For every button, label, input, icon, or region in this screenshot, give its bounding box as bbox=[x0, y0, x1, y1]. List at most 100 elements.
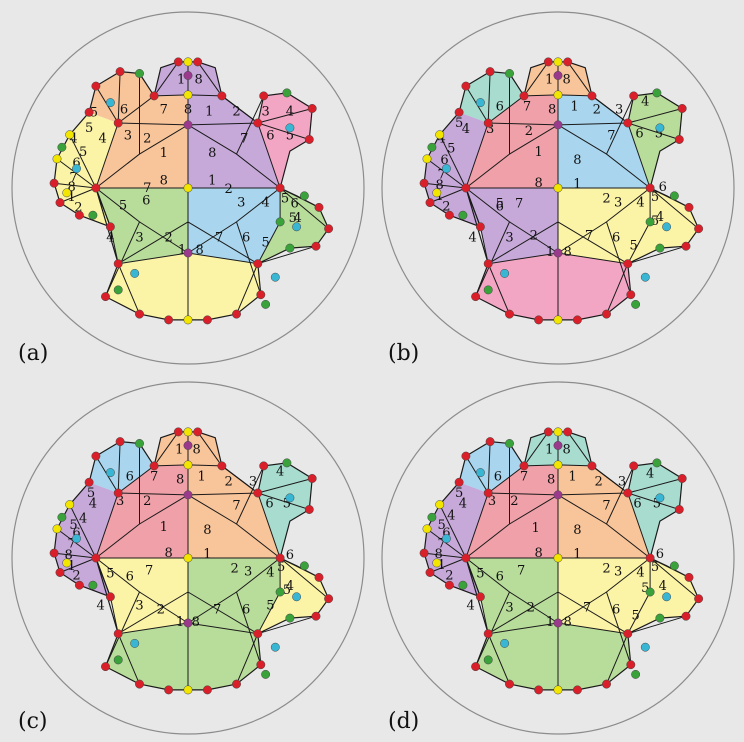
cell-label: 8 bbox=[195, 243, 203, 258]
cell-label: 2 bbox=[230, 562, 238, 577]
cell-label: 3 bbox=[135, 231, 143, 246]
edge-23 bbox=[649, 187, 699, 230]
vertex-yellow bbox=[553, 315, 563, 325]
cell-label: 5 bbox=[261, 235, 269, 250]
cell-label: 8 bbox=[436, 178, 444, 193]
region-3 bbox=[188, 558, 281, 634]
cell-label: 6 bbox=[242, 231, 250, 246]
vertex-red bbox=[91, 553, 101, 563]
vertex-red bbox=[115, 437, 125, 447]
vertex-green bbox=[645, 587, 655, 597]
cell-label: 6 bbox=[291, 197, 299, 212]
vertex-yellow bbox=[553, 685, 563, 695]
cell-label: 8 bbox=[534, 176, 542, 191]
cell-label: 2 bbox=[225, 182, 233, 197]
vertex-red bbox=[173, 427, 183, 437]
vertex-cyan bbox=[285, 123, 295, 133]
cell-label: 8 bbox=[160, 173, 168, 188]
vertex-cyan bbox=[500, 268, 510, 278]
cell-label: 4 bbox=[462, 122, 470, 137]
cell-label: 5 bbox=[651, 190, 659, 205]
edge-21 bbox=[439, 134, 467, 189]
cell-label: 1 bbox=[160, 146, 168, 161]
cell-label: 4 bbox=[97, 599, 105, 614]
vertex-purple bbox=[553, 618, 563, 628]
vertex-red bbox=[149, 91, 159, 101]
edge-28 bbox=[487, 71, 491, 124]
region-1 bbox=[558, 94, 651, 188]
edge-36 bbox=[236, 465, 265, 525]
edge-14 bbox=[118, 122, 189, 126]
edge-19 bbox=[424, 182, 466, 189]
vertex-red bbox=[324, 594, 334, 604]
cell-label: 6 bbox=[442, 526, 450, 541]
vertex-yellow bbox=[183, 90, 193, 100]
cell-label: 5 bbox=[69, 518, 77, 533]
edge-36 bbox=[606, 465, 635, 525]
vertex-red bbox=[563, 427, 573, 437]
edge-22 bbox=[649, 557, 690, 578]
cell-label: 2 bbox=[510, 494, 518, 509]
tiling-outline bbox=[53, 431, 330, 691]
cell-label: 7 bbox=[437, 537, 445, 552]
cell-label: 5 bbox=[437, 518, 445, 533]
cell-label: 3 bbox=[614, 196, 622, 211]
cell-label: 4 bbox=[447, 508, 455, 523]
edge-36 bbox=[236, 95, 265, 155]
cell-label: 6 bbox=[242, 602, 250, 617]
edge-17 bbox=[557, 221, 629, 265]
cell-label: 5 bbox=[119, 199, 127, 214]
vertex-cyan bbox=[72, 164, 81, 174]
cell-label: 3 bbox=[237, 196, 245, 211]
vertex-red bbox=[519, 461, 529, 471]
vertex-green bbox=[88, 210, 98, 220]
cell-label: 3 bbox=[615, 103, 623, 118]
cell-label: 1 bbox=[437, 558, 445, 573]
vertex-red bbox=[681, 611, 691, 621]
edge-29 bbox=[523, 61, 549, 97]
vertex-green bbox=[282, 88, 292, 98]
vertex-green bbox=[113, 655, 123, 665]
vertex-red bbox=[444, 580, 454, 590]
vertex-red bbox=[684, 202, 694, 212]
edge-30 bbox=[197, 431, 223, 467]
vertex-green bbox=[427, 512, 437, 522]
cell-label: 5 bbox=[653, 497, 661, 512]
cell-label: 3 bbox=[488, 494, 496, 509]
edge-26 bbox=[627, 492, 680, 510]
cell-label: 5 bbox=[283, 497, 291, 512]
edge-34 bbox=[606, 591, 632, 665]
vertex-green bbox=[57, 512, 67, 522]
cell-label: 1 bbox=[203, 547, 211, 562]
vertex-yellow bbox=[183, 315, 193, 325]
cell-label: 7 bbox=[150, 470, 158, 485]
vertex-green bbox=[631, 669, 641, 679]
vertices bbox=[49, 427, 334, 695]
cell-label: 5 bbox=[286, 129, 294, 144]
cell-label: 4 bbox=[276, 465, 284, 480]
vertex-red bbox=[572, 315, 582, 325]
cell-label: 6 bbox=[659, 180, 667, 195]
edge-15 bbox=[187, 492, 258, 496]
vertex-red bbox=[572, 685, 582, 695]
vertex-red bbox=[629, 91, 639, 101]
edge-21 bbox=[69, 504, 97, 559]
cell-label: 5 bbox=[641, 581, 649, 596]
vertex-red bbox=[307, 474, 317, 483]
vertex-red bbox=[311, 241, 321, 251]
vertex-red bbox=[101, 662, 110, 672]
edge-31 bbox=[487, 263, 510, 315]
cell-label: 6 bbox=[440, 153, 448, 168]
vertex-green bbox=[135, 69, 144, 78]
cell-label: 8 bbox=[67, 180, 75, 195]
cell-label: 7 bbox=[145, 564, 153, 579]
edge-36 bbox=[606, 95, 635, 155]
edge-32 bbox=[606, 263, 629, 315]
vertex-red bbox=[91, 81, 101, 91]
cell-label: 7 bbox=[232, 499, 240, 514]
cell-label: 1 bbox=[67, 190, 75, 205]
vertex-green bbox=[631, 299, 641, 309]
vertex-cyan bbox=[640, 272, 650, 282]
